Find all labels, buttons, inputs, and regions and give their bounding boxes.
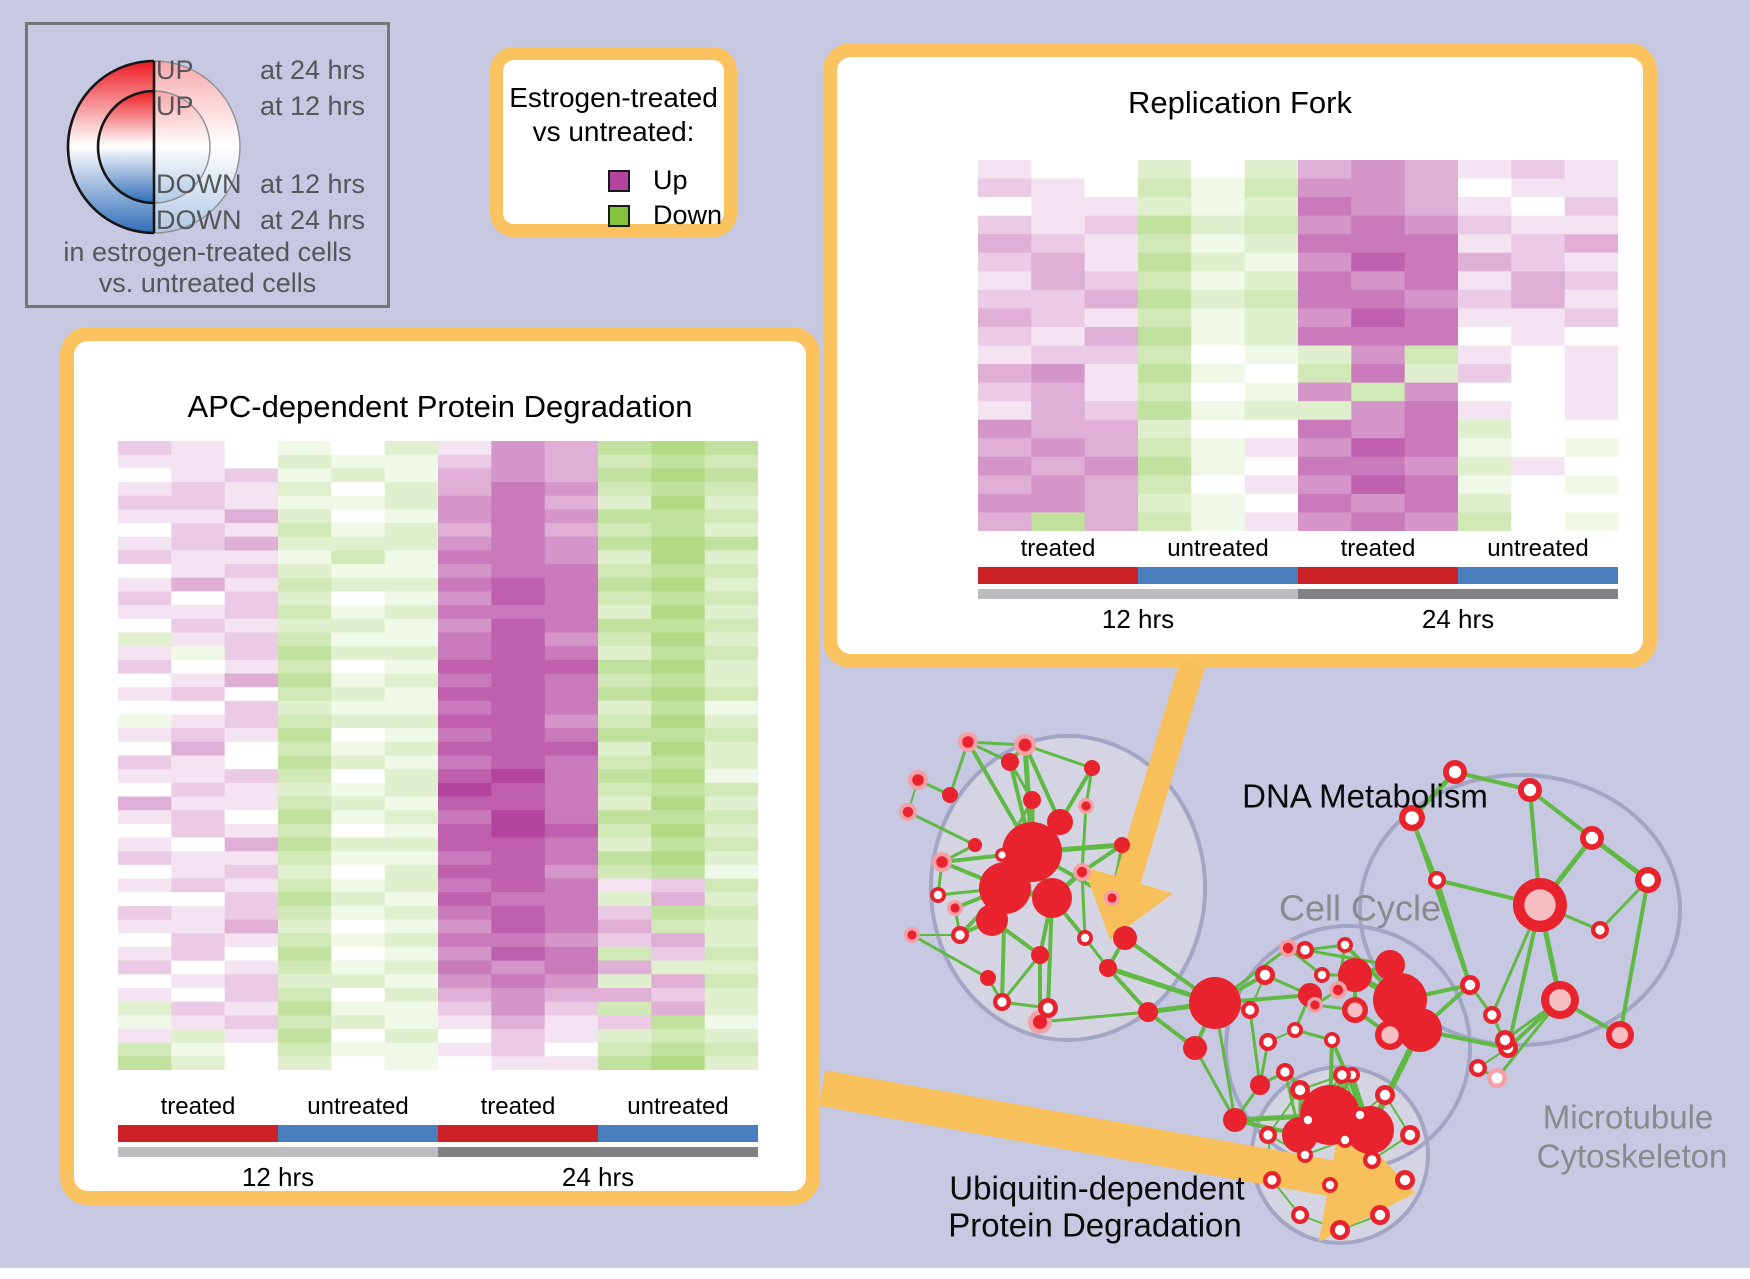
cluster-label: Cell Cycle (1279, 888, 1441, 929)
down-label: Down (653, 200, 723, 230)
time-label: 12 hrs (241, 1162, 315, 1192)
apc-heatmap (118, 441, 758, 1070)
cluster-label: Ubiquitin-dependent (949, 1170, 1244, 1207)
hrs24-bar (438, 1147, 758, 1157)
ring-word: UP (156, 91, 194, 121)
rings-legend-box: UP at 24 hrs UP at 12 hrs DOWN at 12 hrs… (25, 22, 390, 308)
cluster-label: DNA Metabolism (1242, 778, 1488, 815)
cluster-label: Microtubule (1543, 1099, 1714, 1136)
rf-treatment-bars (978, 567, 1618, 584)
apc-panel-title: APC-dependent Protein Degradation (187, 389, 693, 424)
apc-heatmap-panel: APC-dependent Protein Degradation treate… (60, 327, 820, 1205)
time-label: 24 hrs (1421, 604, 1495, 634)
cluster-label: Cytoskeleton (1537, 1138, 1728, 1175)
rf-panel-title: Replication Fork (1128, 85, 1352, 120)
cluster-label: Protein Degradation (948, 1207, 1242, 1244)
group-label: treated (1020, 535, 1096, 562)
treated-bar (1298, 567, 1458, 584)
untreated-bar (1458, 567, 1618, 584)
treated-bar (978, 567, 1138, 584)
treated-bar (438, 1125, 598, 1142)
group-label: treated (160, 1093, 236, 1120)
hrs24-bar (1298, 589, 1618, 599)
time-label: 12 hrs (1101, 604, 1175, 634)
apc-time-labels: 12 hrs 24 hrs (118, 1162, 758, 1193)
updown-title-line1: Estrogen-treated (509, 82, 718, 113)
updown-title-line2: vs untreated: (532, 116, 695, 147)
untreated-bar (1138, 567, 1298, 584)
ring-time: at 12 hrs (260, 91, 366, 121)
replication-fork-panel: Replication Fork treated untreated treat… (823, 43, 1657, 668)
group-label: untreated (627, 1093, 729, 1120)
ring-time: at 24 hrs (260, 55, 366, 85)
group-label: untreated (307, 1093, 409, 1120)
rf-group-labels: treated untreated treated untreated (978, 535, 1618, 563)
treated-bar (118, 1125, 278, 1142)
ring-word: DOWN (156, 169, 242, 199)
group-label: untreated (1487, 535, 1589, 562)
untreated-bar (278, 1125, 438, 1142)
time-label: 24 hrs (561, 1162, 635, 1192)
bottom-margin (0, 1268, 1750, 1279)
untreated-bar (598, 1125, 758, 1142)
group-label: treated (1340, 535, 1416, 562)
apc-time-bars (118, 1147, 758, 1157)
rings-caption-line1: in estrogen-treated cells (63, 237, 352, 267)
updown-legend-box: Estrogen-treated vs untreated: Up Down (490, 47, 737, 237)
hrs12-bar (118, 1147, 438, 1157)
apc-group-labels: treated untreated treated untreated (118, 1093, 758, 1121)
down-color-swatch (608, 205, 630, 227)
up-color-swatch (608, 170, 630, 192)
up-down-rings-icon (66, 59, 241, 235)
ring-word: DOWN (156, 205, 242, 235)
rings-caption-line2: vs. untreated cells (98, 268, 317, 298)
up-label: Up (653, 165, 688, 195)
group-label: treated (480, 1093, 556, 1120)
apc-treatment-bars (118, 1125, 758, 1142)
ring-time: at 12 hrs (260, 169, 366, 199)
ring-word: UP (156, 55, 194, 85)
rf-time-labels: 12 hrs 24 hrs (978, 604, 1618, 635)
rf-time-bars (978, 589, 1618, 599)
ring-time: at 24 hrs (260, 205, 366, 235)
rf-heatmap (978, 160, 1618, 531)
hrs12-bar (978, 589, 1298, 599)
cluster-microtubule (1358, 773, 1682, 1047)
group-label: untreated (1167, 535, 1269, 562)
